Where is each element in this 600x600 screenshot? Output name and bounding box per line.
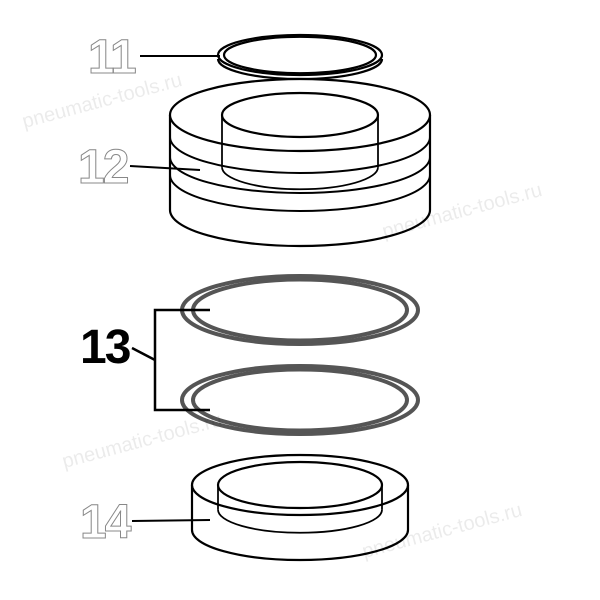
callout-label-11: 11	[88, 30, 135, 85]
sleeve-14	[192, 455, 408, 560]
oring-13a	[182, 276, 418, 344]
oring-13b	[182, 366, 418, 434]
top-ring-11	[218, 35, 382, 79]
callout-label-14: 14	[80, 495, 129, 550]
cylinder-12	[170, 79, 430, 246]
callout-label-12: 12	[78, 140, 127, 195]
callout-label-13: 13	[80, 320, 129, 375]
